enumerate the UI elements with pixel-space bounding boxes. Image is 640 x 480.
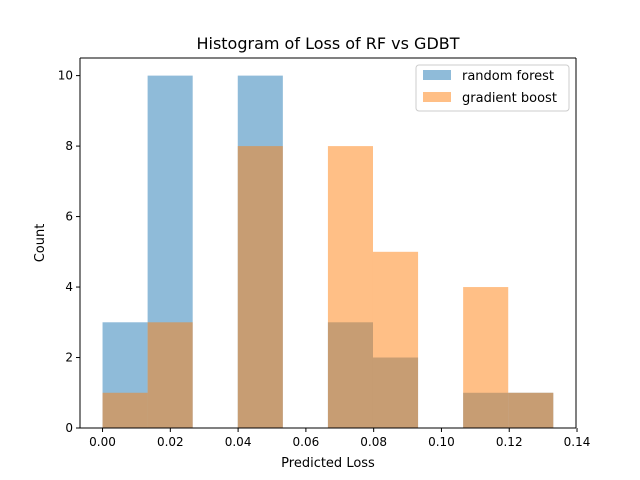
x-tick-label: 0.12 (496, 435, 523, 449)
bar-gradient-boost-bin-1 (147, 322, 193, 428)
x-tick-label: 0.10 (428, 435, 455, 449)
x-tick-label: 0.00 (89, 435, 116, 449)
y-ticks: 0 2 4 6 8 10 (58, 69, 80, 435)
x-tick-label: 0.08 (360, 435, 387, 449)
axes (79, 57, 577, 429)
legend-swatch-gradient-boost (423, 92, 451, 102)
x-ticks: 0.00 0.02 0.04 0.06 0.08 0.10 0.12 0.14 (89, 428, 590, 449)
bar-gradient-boost-bin-9 (508, 392, 554, 428)
y-tick-label: 2 (65, 351, 73, 365)
y-tick-label: 4 (65, 280, 73, 294)
legend: random forest gradient boost (415, 64, 570, 112)
bars-layer (102, 75, 554, 429)
y-tick-label: 0 (65, 421, 73, 435)
y-tick-label: 10 (58, 69, 73, 83)
bar-gradient-boost-bin-5 (327, 146, 373, 428)
bar-gradient-boost-bin-6 (372, 251, 419, 428)
x-tick-label: 0.06 (293, 435, 320, 449)
chart-title: Histogram of Loss of RF vs GDBT (196, 34, 459, 53)
bar-gradient-boost-bin-0 (102, 392, 148, 428)
y-tick-label: 8 (65, 139, 73, 153)
legend-label-random-forest: random forest (462, 69, 554, 84)
legend-swatch-random-forest (423, 70, 451, 80)
legend-frame (415, 64, 570, 112)
y-axis-label: Count (33, 224, 48, 263)
y-tick-label: 6 (65, 210, 73, 224)
bar-gradient-boost-bin-3 (237, 146, 283, 428)
x-tick-label: 0.04 (225, 435, 252, 449)
x-tick-label: 0.02 (157, 435, 184, 449)
x-axis-label: Predicted Loss (281, 456, 375, 471)
x-tick-label: 0.14 (564, 435, 591, 449)
legend-label-gradient-boost: gradient boost (462, 91, 557, 106)
bar-gradient-boost-bin-8 (463, 287, 509, 428)
